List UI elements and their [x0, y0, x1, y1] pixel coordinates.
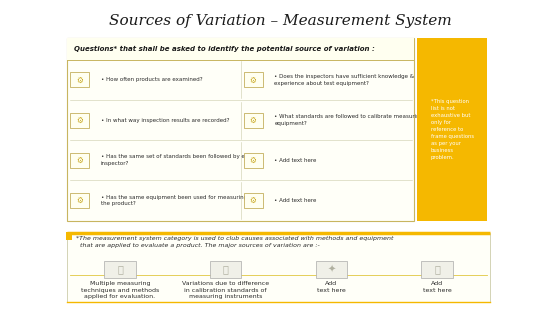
- Text: • In what way inspection results are recorded?: • In what way inspection results are rec…: [101, 117, 229, 123]
- Text: ⚙: ⚙: [250, 196, 256, 205]
- FancyBboxPatch shape: [316, 261, 347, 278]
- FancyBboxPatch shape: [70, 153, 89, 168]
- Text: • Does the inspectors have sufficient knowledge &
experience about test equipmen: • Does the inspectors have sufficient kn…: [274, 74, 414, 86]
- FancyBboxPatch shape: [417, 38, 487, 220]
- Text: ⬛: ⬛: [434, 264, 440, 274]
- Text: ⚙: ⚙: [250, 156, 256, 165]
- FancyBboxPatch shape: [67, 38, 414, 60]
- Text: Add
text here: Add text here: [423, 281, 451, 293]
- FancyBboxPatch shape: [67, 38, 414, 220]
- Text: ⚙: ⚙: [76, 75, 83, 84]
- Text: Variations due to difference
in calibration standards of
measuring instruments: Variations due to difference in calibrat…: [182, 281, 269, 300]
- FancyBboxPatch shape: [104, 261, 136, 278]
- Text: • How often products are examined?: • How often products are examined?: [101, 77, 202, 83]
- Text: ⚙: ⚙: [76, 116, 83, 125]
- Text: Sources of Variation – Measurement System: Sources of Variation – Measurement Syste…: [109, 14, 451, 28]
- Text: ⬛: ⬛: [223, 264, 228, 274]
- Text: Questions* that shall be asked to identify the potential source of variation :: Questions* that shall be asked to identi…: [74, 46, 375, 52]
- FancyBboxPatch shape: [210, 261, 241, 278]
- FancyBboxPatch shape: [244, 72, 263, 88]
- Text: ✦: ✦: [328, 264, 335, 274]
- Text: ⚙: ⚙: [76, 156, 83, 165]
- FancyBboxPatch shape: [244, 193, 263, 208]
- FancyBboxPatch shape: [66, 232, 72, 240]
- Text: *The measurement system category is used to club causes associated with methods : *The measurement system category is used…: [76, 236, 393, 248]
- Text: Multiple measuring
techniques and methods
applied for evaluation.: Multiple measuring techniques and method…: [81, 281, 159, 300]
- FancyBboxPatch shape: [244, 153, 263, 168]
- Text: *This question
list is not
exhaustive but
only for
reference to
frame questions
: *This question list is not exhaustive bu…: [431, 99, 474, 160]
- Text: • What standards are followed to calibrate measuring
equipment?: • What standards are followed to calibra…: [274, 114, 423, 126]
- Text: ⚙: ⚙: [76, 196, 83, 205]
- Text: ⚙: ⚙: [250, 116, 256, 125]
- FancyBboxPatch shape: [70, 112, 89, 128]
- FancyBboxPatch shape: [244, 112, 263, 128]
- FancyBboxPatch shape: [70, 72, 89, 88]
- FancyBboxPatch shape: [422, 261, 453, 278]
- Text: Add
text here: Add text here: [317, 281, 346, 293]
- Text: • Has the same equipment been used for measuring
the product?: • Has the same equipment been used for m…: [101, 195, 247, 206]
- Text: • Has the same set of standards been followed by each
inspector?: • Has the same set of standards been fol…: [101, 154, 255, 166]
- Text: ⚙: ⚙: [250, 75, 256, 84]
- Text: • Add text here: • Add text here: [274, 198, 317, 203]
- FancyBboxPatch shape: [67, 233, 490, 302]
- FancyBboxPatch shape: [70, 193, 89, 208]
- Text: ⬛: ⬛: [117, 264, 123, 274]
- Text: • Add text here: • Add text here: [274, 158, 317, 163]
